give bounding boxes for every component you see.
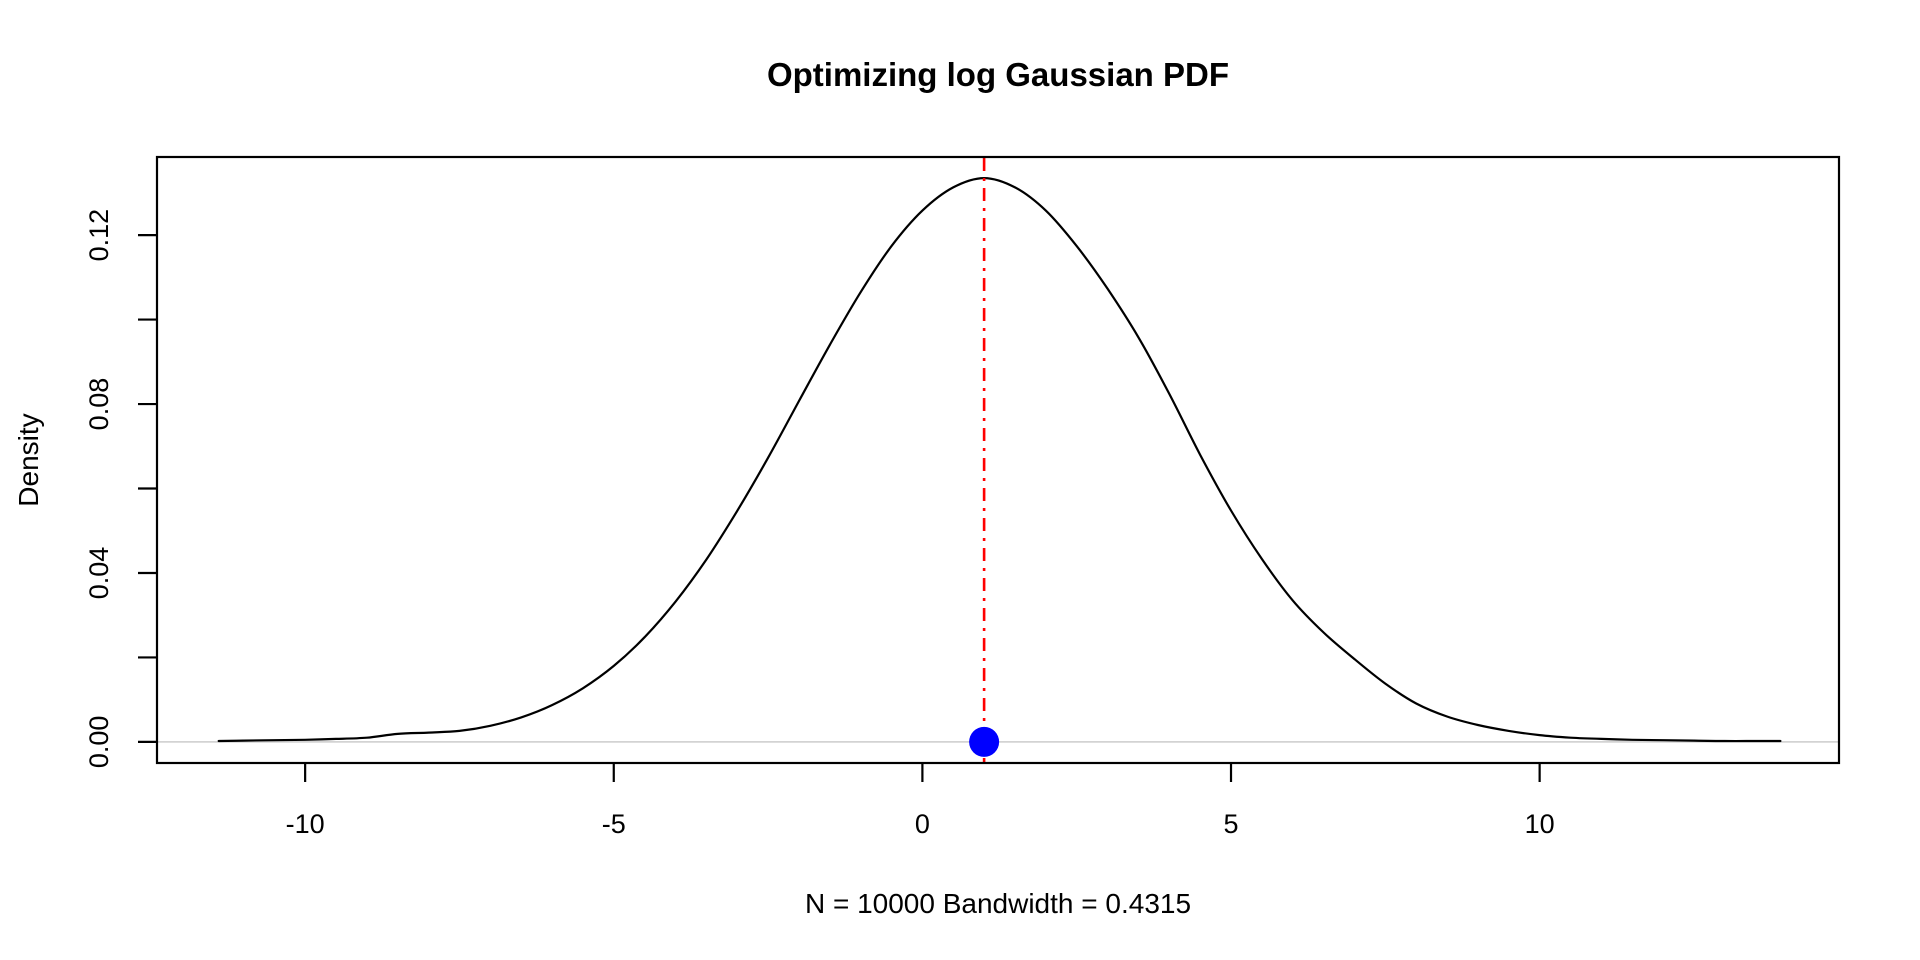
- y-axis-ticks-layer: 0.00 0.04 0.08 0.12: [84, 209, 157, 768]
- x-axis-tick-label: -10: [286, 809, 325, 839]
- y-axis-tick-label: 0.12: [84, 209, 114, 262]
- x-axis-label: N = 10000 Bandwidth = 0.4315: [805, 888, 1191, 919]
- y-axis-tick-label: 0.04: [84, 547, 114, 600]
- x-axis-ticks-layer: -10 -5 0 5 10: [286, 763, 1555, 839]
- optimum-point: [969, 726, 1000, 757]
- y-axis-label: Density: [13, 413, 44, 506]
- density-curve-layer: [217, 177, 1782, 743]
- optimum-point-layer: [969, 726, 1000, 757]
- y-axis-tick-label: 0.00: [84, 716, 114, 769]
- x-axis-tick-label: -5: [602, 809, 626, 839]
- y-axis-tick-label: 0.08: [84, 378, 114, 431]
- plot-title: Optimizing log Gaussian PDF: [767, 56, 1229, 93]
- kde-density-curve: [217, 177, 1782, 743]
- x-axis-tick-label: 10: [1525, 809, 1555, 839]
- x-axis-tick-label: 0: [915, 809, 930, 839]
- plot-box-border: [155, 155, 1841, 765]
- x-axis-tick-label: 5: [1223, 809, 1238, 839]
